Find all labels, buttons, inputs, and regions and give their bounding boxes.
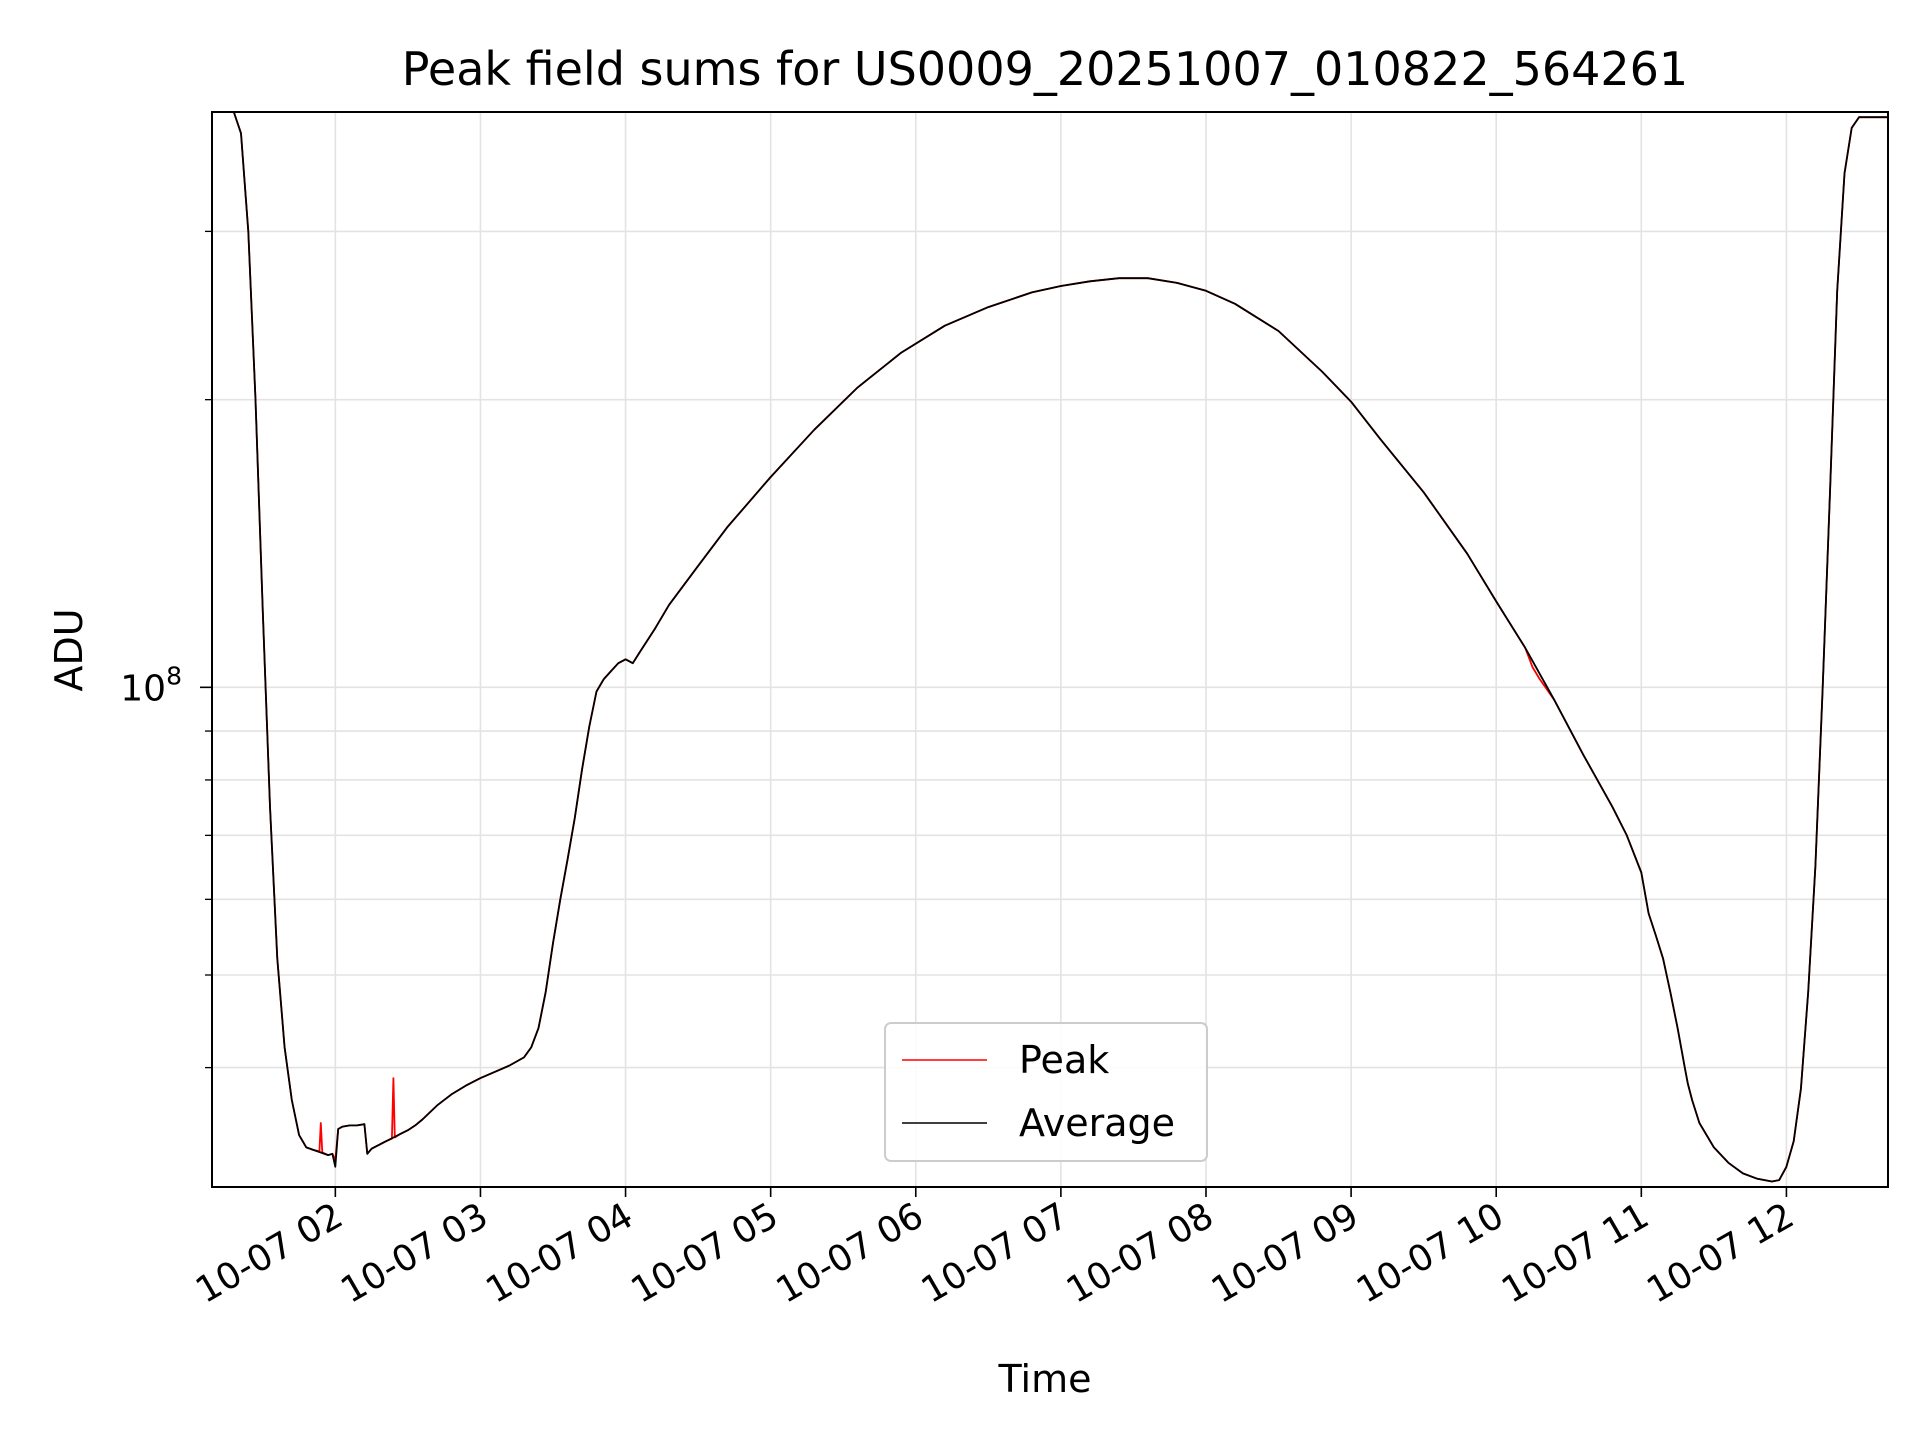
grid: [212, 112, 1888, 1187]
plot-frame: [211, 111, 1889, 1188]
y-tick-exponent: 8: [166, 661, 182, 690]
legend-label-peak: Peak: [1019, 1038, 1109, 1082]
legend: Peak Average: [884, 1022, 1208, 1162]
series-line-average: [212, 112, 1888, 1183]
legend-label-average: Average: [1019, 1101, 1175, 1145]
series-layer: [212, 112, 1888, 1183]
x-axis-label: Time: [998, 1357, 1092, 1401]
legend-box: [884, 1022, 1208, 1162]
chart-title: Peak field sums for US0009_20251007_0108…: [402, 42, 1688, 96]
y-axis-label: ADU: [47, 608, 91, 691]
y-tick-label: 108: [120, 661, 182, 709]
y-tick-base: 10: [120, 668, 166, 709]
